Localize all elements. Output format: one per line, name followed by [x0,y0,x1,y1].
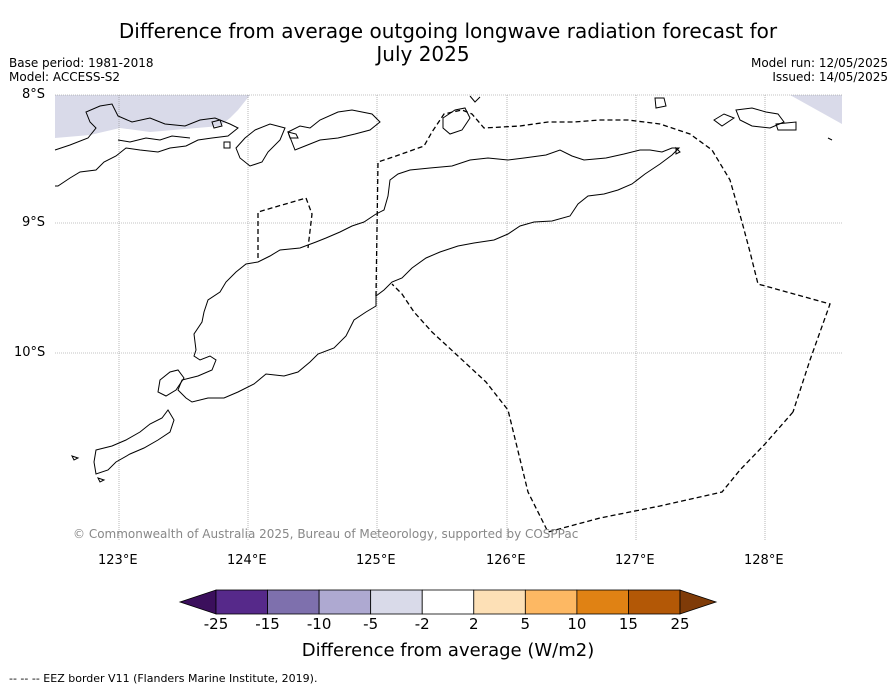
lon-label-128e: 128°E [744,553,784,568]
copyright-notice: © Commonwealth of Australia 2025, Bureau… [73,527,579,541]
model-run: Model run: 12/05/2025 [750,56,888,70]
lat-label-8s: 8°S [22,87,46,102]
eez-border [257,109,831,533]
colorbar-tick-label: -25 [203,615,229,633]
colorbar-segment [215,589,268,615]
lat-label-9s: 9°S [22,215,46,230]
colorbar-extend-high [679,589,718,615]
colorbar-segment [370,589,423,615]
colorbar-segment [267,589,320,615]
issued-date: Issued: 14/05/2025 [772,70,888,84]
colorbar-segment [576,589,629,615]
colorbar-tick-label: -5 [363,615,379,633]
base-period: Base period: 1981-2018 [9,56,154,70]
colorbar-tick-label: -10 [306,615,332,633]
map-title-line2: July 2025 [376,42,470,66]
map-title-line1: Difference from average outgoing longwav… [118,19,778,43]
colorbar-tick-label: -15 [255,615,280,633]
lat-label-10s: 10°S [14,345,46,360]
colorbar-segment [628,589,681,615]
colorbar-tick-label: 2 [468,615,479,633]
colorbar-segment [318,589,372,615]
colorbar-segment [473,589,526,615]
colorbar-tick-label: 15 [618,615,638,633]
colorbar-extend-low [178,589,217,615]
lon-label-126e: 126°E [486,553,526,568]
coastlines [54,95,833,483]
lon-label-125e: 125°E [356,553,396,568]
colorbar-tick-label: 25 [670,615,690,633]
lon-label-123e: 123°E [98,553,138,568]
colorbar-segment [421,589,475,615]
metadata-left: Base period: 1981-2018 Model: ACCESS-S2 [9,56,154,84]
colorbar-tick-label: 5 [520,615,531,633]
eez-legend-note: -- -- -- EEZ border V11 (Flanders Marine… [9,672,318,685]
colorbar-segment [524,589,578,615]
colorbar-tick-label: 10 [567,615,587,633]
colorbar-title: Difference from average (W/m2) [301,640,595,661]
model-name: Model: ACCESS-S2 [9,70,121,84]
metadata-right: Model run: 12/05/2025 Issued: 14/05/2025 [751,56,888,84]
lon-label-124e: 124°E [227,553,267,568]
lon-label-127e: 127°E [615,553,655,568]
colorbar-tick-label: -2 [414,615,430,633]
gridlines [55,94,842,540]
anomaly-region-northeast [790,95,842,124]
map-title: Difference from average outgoing longwav… [0,20,896,66]
